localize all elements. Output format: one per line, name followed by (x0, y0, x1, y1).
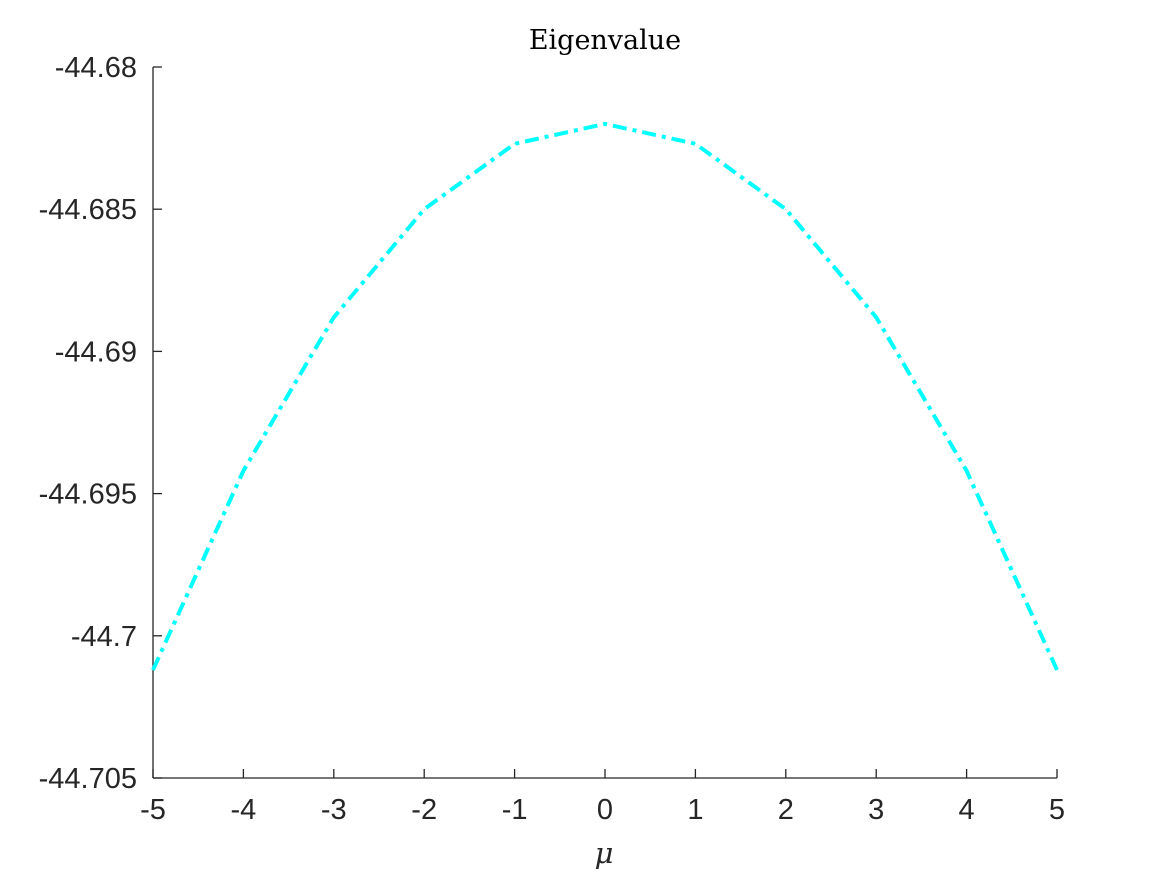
x-tick-label: -3 (321, 794, 347, 826)
y-tick-label: -44.685 (39, 194, 137, 226)
chart-title: Eigenvalue (529, 25, 681, 56)
data-point (1056, 669, 1058, 671)
series-line-0 (151, 121, 1059, 671)
data-point (966, 470, 968, 472)
data-point (604, 123, 606, 125)
x-ticks: -5 -4 -3 -2 -1 0 1 2 3 4 5 (140, 769, 1065, 826)
data-point (333, 316, 335, 318)
y-tick-label: -44.69 (55, 336, 137, 368)
x-tick-label: -2 (411, 794, 437, 826)
x-tick-label: -4 (231, 794, 257, 826)
y-tick-label: -44.7 (71, 621, 137, 653)
x-tick-label: 3 (868, 794, 884, 826)
data-point (785, 208, 787, 210)
x-tick-label: 5 (1049, 794, 1065, 826)
y-tick-label: -44.68 (55, 52, 137, 84)
data-point (694, 143, 696, 145)
plot-area: -5 -4 -3 -2 -1 0 1 2 3 4 5 -44.68-44.685-44.69-44.… (39, 52, 1065, 826)
data-point (423, 208, 425, 210)
data-point (514, 143, 516, 145)
data-point (242, 470, 244, 472)
y-ticks: -44.68 -44.685 -44.69 -44.695 -44.7 -44.705 (39, 52, 162, 795)
data-point (152, 669, 154, 671)
x-tick-label: -5 (140, 794, 166, 826)
x-tick-label: 2 (778, 794, 794, 826)
x-tick-label: 4 (959, 794, 975, 826)
x-tick-label: 0 (597, 794, 613, 826)
series-layer (151, 121, 1059, 671)
x-tick-label: -1 (502, 794, 528, 826)
x-axis-label: μ (595, 836, 614, 870)
y-tick-label: -44.705 (39, 763, 137, 795)
x-tick-label: 1 (687, 794, 703, 826)
y-tick-label: -44.695 (39, 479, 137, 511)
data-point (875, 316, 877, 318)
